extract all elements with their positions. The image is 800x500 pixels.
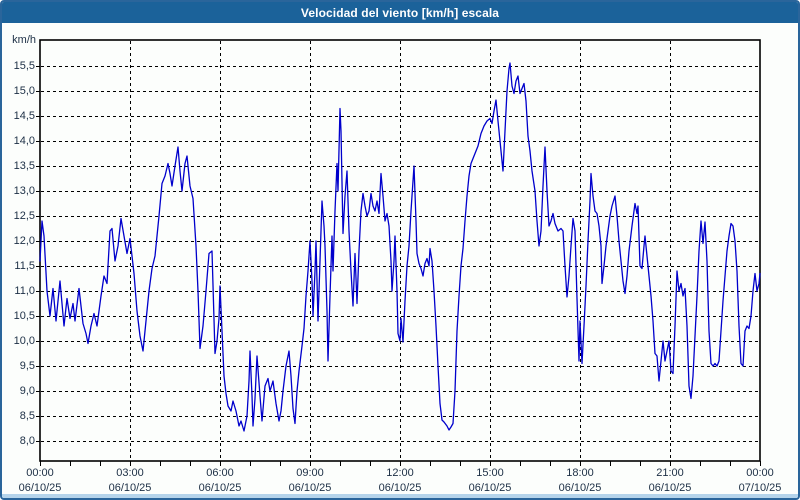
x-axis-time-label: 12:00 <box>386 467 414 479</box>
x-axis-time-label: 18:00 <box>566 467 594 479</box>
y-axis-tick-label: 15,0 <box>13 85 35 97</box>
x-axis-time-label: 00:00 <box>746 467 774 479</box>
x-axis-date-label: 06/10/25 <box>198 482 242 494</box>
x-axis-time-label: 09:00 <box>296 467 324 479</box>
y-axis-tick-label: 9,5 <box>19 360 35 372</box>
x-axis-time-label: 06:00 <box>206 467 234 479</box>
y-axis-tick-label: 14,5 <box>13 110 35 122</box>
y-axis-tick-label: 12,0 <box>13 235 35 247</box>
x-axis-time-label: 15:00 <box>476 467 504 479</box>
title-bar: Velocidad del viento [km/h] escala <box>2 2 798 23</box>
y-axis-tick-label: 13,5 <box>13 160 35 172</box>
x-axis-time-label: 00:00 <box>26 467 54 479</box>
y-axis-tick-label: 11,5 <box>14 260 35 272</box>
y-axis-tick-label: 13,0 <box>13 185 35 197</box>
y-axis-unit-label: km/h <box>12 34 36 46</box>
x-axis-date-label: 06/10/25 <box>558 482 602 494</box>
y-axis-tick-label: 8,5 <box>19 410 35 422</box>
x-axis-time-label: 21:00 <box>656 467 684 479</box>
y-axis-tick-label: 10,5 <box>13 310 35 322</box>
chart-title: Velocidad del viento [km/h] escala <box>300 5 500 20</box>
x-axis-date-label: 06/10/25 <box>288 482 332 494</box>
y-axis-tick-label: 9,0 <box>19 385 35 397</box>
y-axis-tick-label: 14,0 <box>13 135 35 147</box>
x-axis-time-label: 03:00 <box>116 467 144 479</box>
y-axis-tick-label: 12,5 <box>13 210 35 222</box>
x-axis-date-label: 06/10/25 <box>468 482 512 494</box>
y-axis-tick-label: 10,0 <box>13 335 35 347</box>
y-axis-tick-label: 11,0 <box>14 285 35 297</box>
x-axis-date-label: 06/10/25 <box>108 482 152 494</box>
x-axis-date-label: 06/10/25 <box>648 482 692 494</box>
x-axis-date-label: 06/10/25 <box>378 482 422 494</box>
y-axis-tick-label: 8,0 <box>19 435 35 447</box>
y-axis-tick-label: 15,5 <box>13 60 35 72</box>
x-axis-date-label: 07/10/25 <box>738 482 782 494</box>
x-axis-date-label: 06/10/25 <box>18 482 62 494</box>
bottom-strip <box>2 494 798 498</box>
